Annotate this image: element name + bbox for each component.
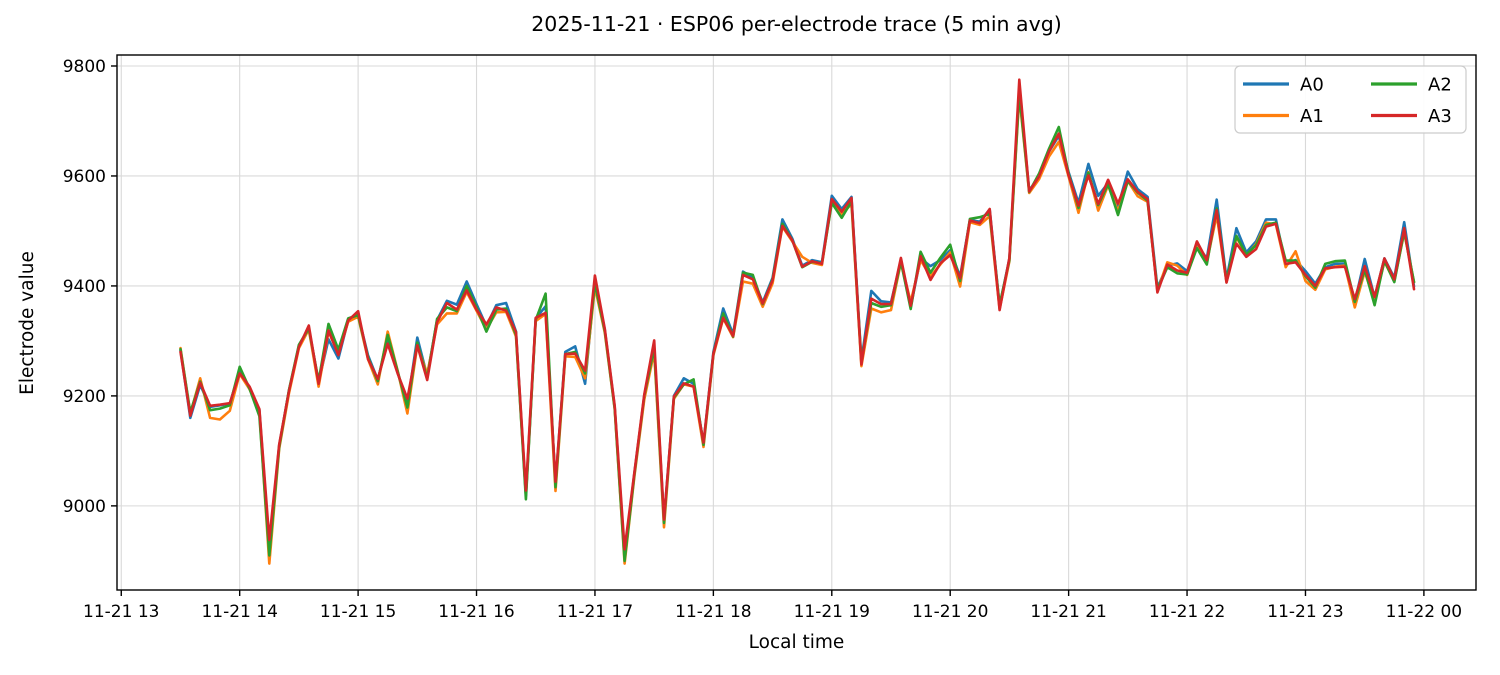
legend-label-A0: A0 xyxy=(1300,75,1324,96)
x-tick-label: 11-21 22 xyxy=(1149,602,1225,622)
gridlines xyxy=(117,55,1476,590)
x-tick-label: 11-21 14 xyxy=(201,602,277,622)
y-tick-label: 9000 xyxy=(63,497,106,517)
legend: A0 A1 A2 A3 xyxy=(1234,65,1467,134)
series-line-A2 xyxy=(179,91,1416,563)
legend-label-A2: A2 xyxy=(1428,75,1452,96)
axis-ticks: 11-21 13 11-21 14 11-21 15 11-21 16 11-21 17… xyxy=(63,57,1462,622)
x-tick-label: 11-21 18 xyxy=(675,602,751,622)
y-tick-label: 9600 xyxy=(63,167,106,187)
x-tick-label: 11-21 19 xyxy=(794,602,870,622)
x-tick-label: 11-21 13 xyxy=(83,602,159,622)
series-line-A3 xyxy=(179,78,1416,551)
x-tick-label: 11-21 17 xyxy=(557,602,633,622)
x-axis-label: Local time xyxy=(748,632,845,653)
x-tick-label: 11-21 23 xyxy=(1267,602,1343,622)
x-tick-label: 11-21 20 xyxy=(912,602,988,622)
series-line-A1 xyxy=(179,94,1416,565)
legend-label-A1: A1 xyxy=(1300,106,1324,127)
x-tick-label: 11-21 16 xyxy=(438,602,514,622)
plot-frame xyxy=(116,54,1477,591)
series-lines xyxy=(179,78,1416,565)
series-line-A0 xyxy=(179,88,1416,557)
x-tick-label: 11-21 15 xyxy=(320,602,396,622)
y-axis-label: Electrode value xyxy=(17,251,38,395)
y-tick-label: 9400 xyxy=(63,277,106,297)
y-tick-label: 9200 xyxy=(63,387,106,407)
y-tick-label: 9800 xyxy=(63,57,106,77)
legend-label-A3: A3 xyxy=(1428,106,1452,127)
x-tick-label: 11-22 00 xyxy=(1386,602,1462,622)
chart-title: 2025-11-21 · ESP06 per-electrode trace (… xyxy=(531,12,1062,36)
x-tick-label: 11-21 21 xyxy=(1030,602,1106,622)
